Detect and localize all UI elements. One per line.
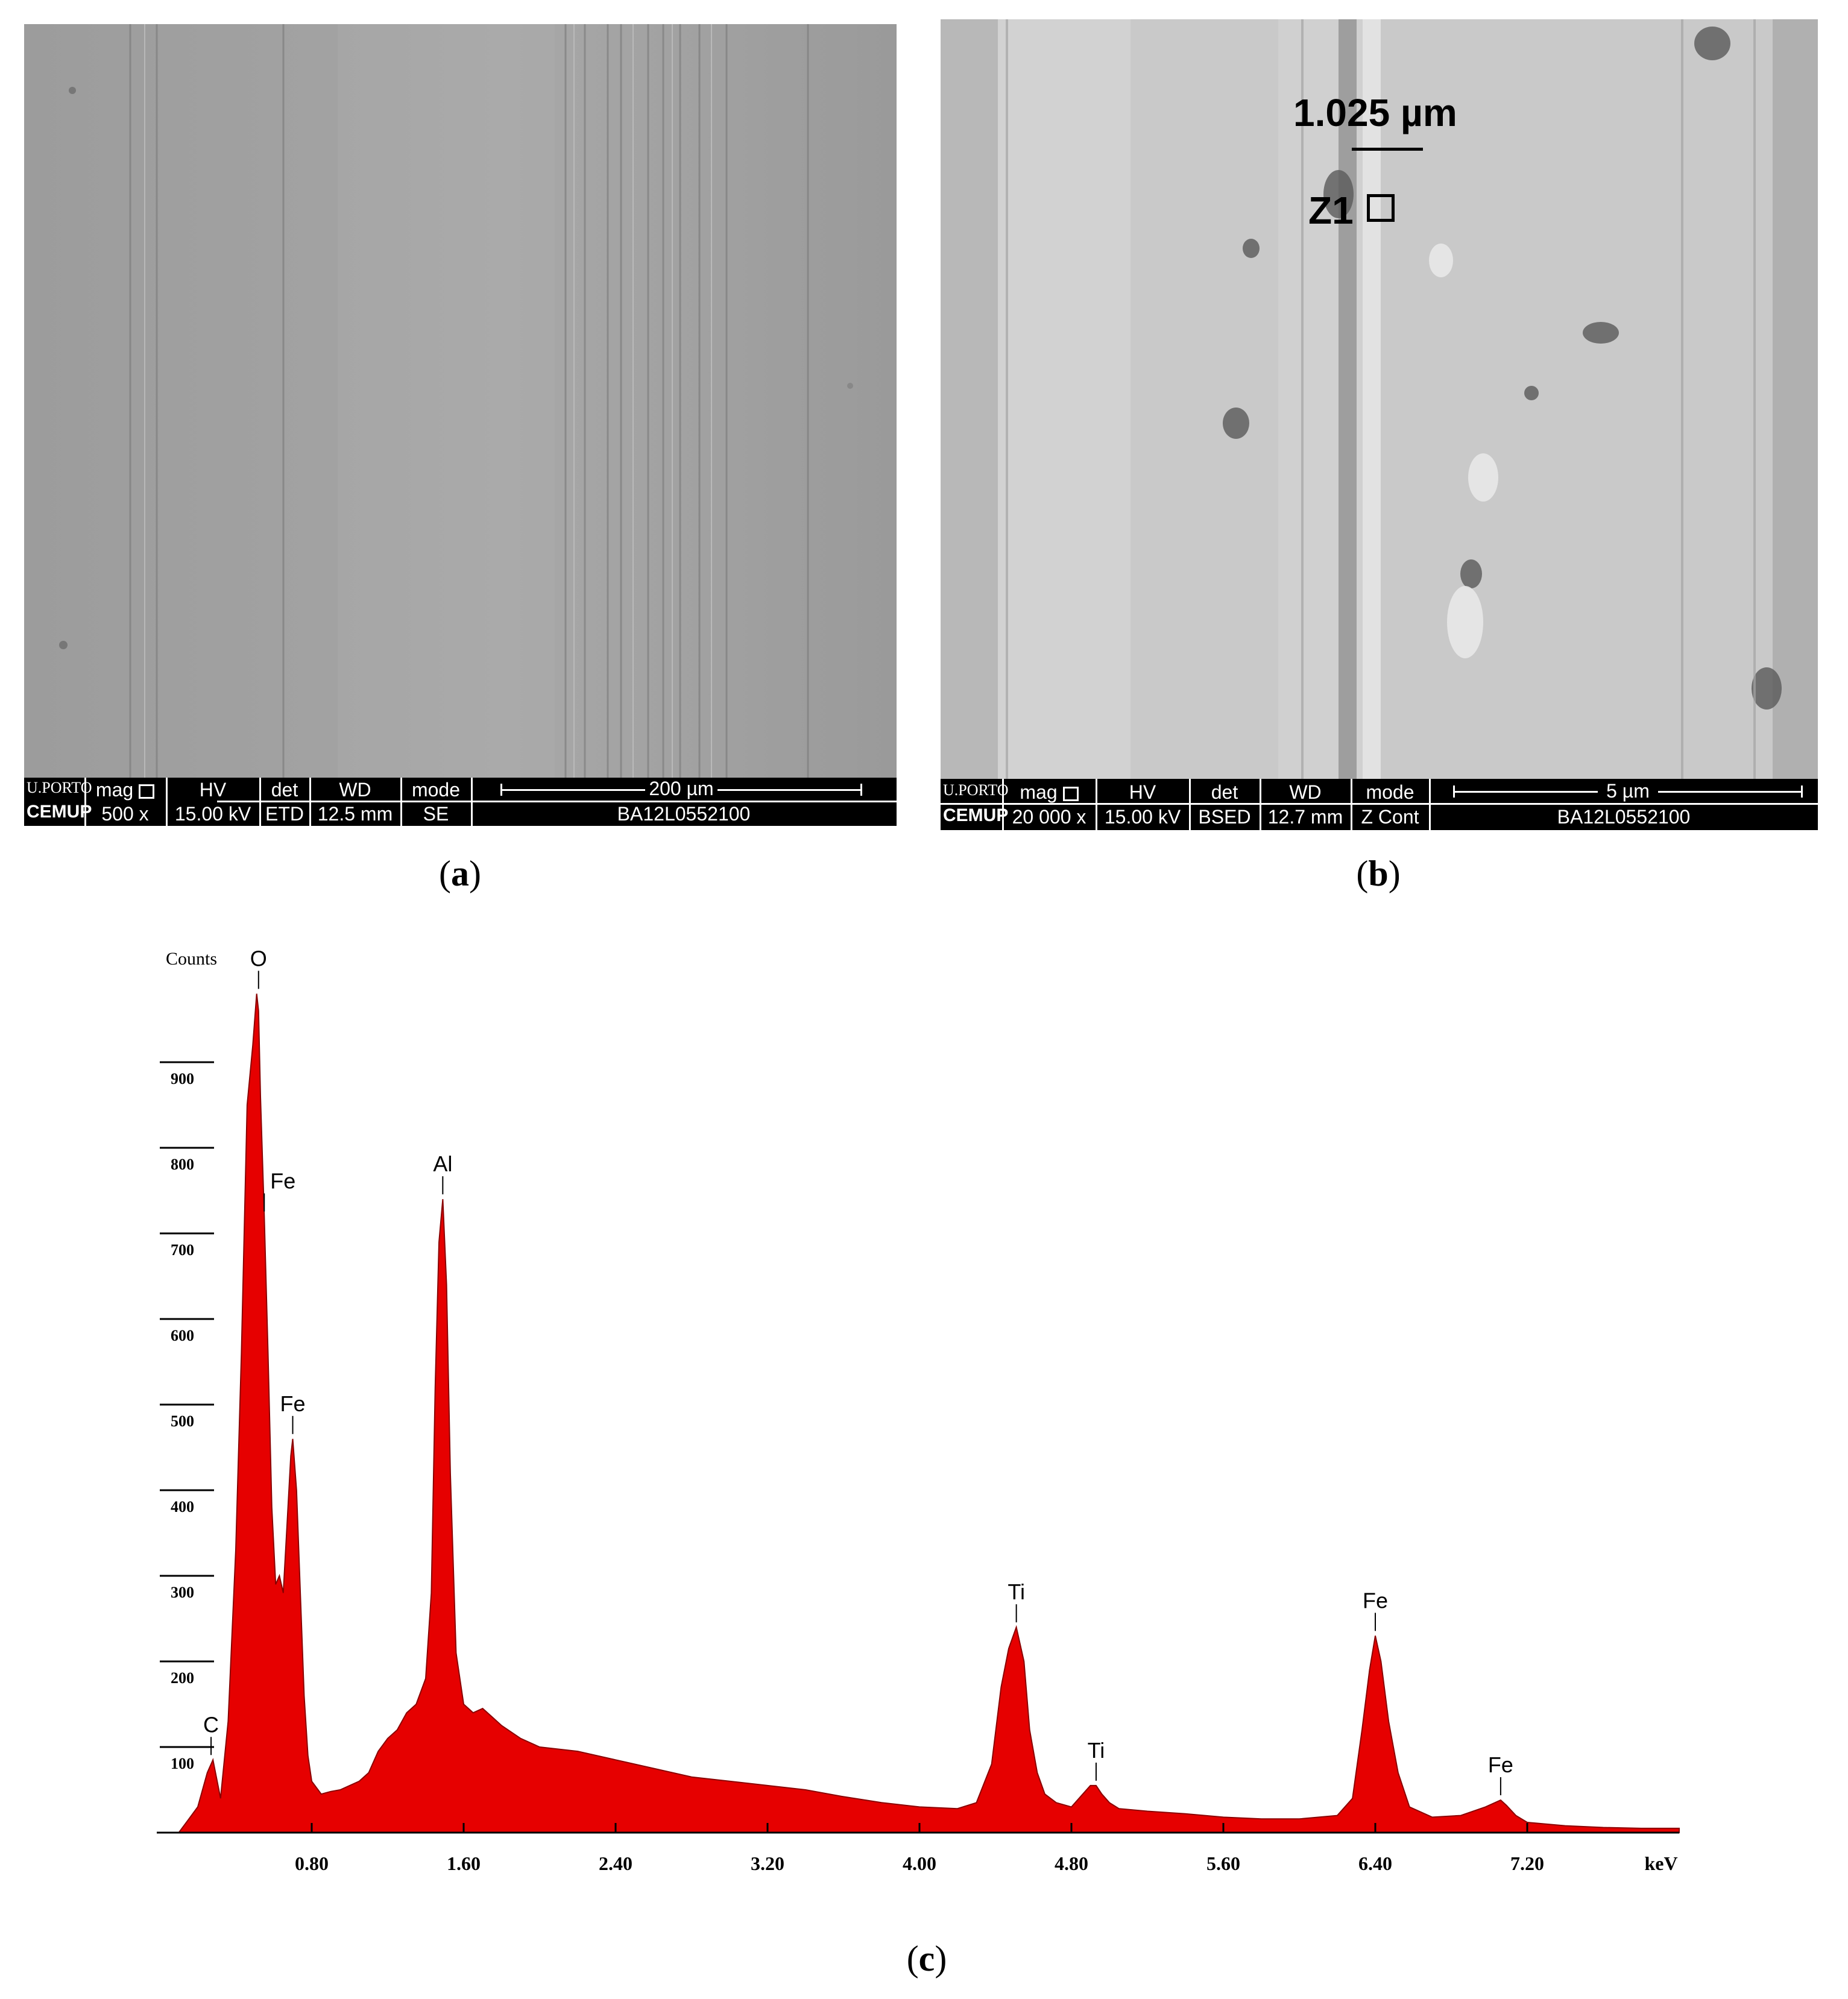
mag-value-b: 20 000 x bbox=[1012, 806, 1086, 828]
sample-id-a: BA12L0552100 bbox=[617, 803, 751, 825]
peak-label-6: Ti bbox=[1088, 1738, 1105, 1763]
mag-value-a: 500 x bbox=[101, 803, 149, 825]
measure-annotation-b: 1.025 µm bbox=[1293, 91, 1457, 134]
mode-value-a: SE bbox=[423, 803, 449, 825]
zone-box-b bbox=[1367, 194, 1395, 222]
peak-label-0: C bbox=[203, 1712, 219, 1737]
y-tick-label-900: 900 bbox=[171, 1070, 194, 1088]
peak-label-3: Fe bbox=[280, 1391, 305, 1416]
x-tick-label-6: 5.60 bbox=[1206, 1853, 1240, 1874]
panel-a: U.PORTO CEMUP mag 500 x HV 15.00 kV det … bbox=[24, 24, 897, 826]
y-tick-label-800: 800 bbox=[171, 1156, 194, 1173]
logo-uporto-a: U.PORTO bbox=[27, 779, 92, 796]
logo-cemup-a: CEMUP bbox=[27, 802, 92, 822]
x-tick-label-1: 1.60 bbox=[447, 1853, 481, 1874]
peak-label-1: O bbox=[250, 946, 267, 971]
x-tick-label-4: 4.00 bbox=[903, 1853, 936, 1874]
peak-label-2: Fe bbox=[270, 1169, 295, 1194]
det-label-b: det bbox=[1211, 781, 1238, 803]
mag-label-b: mag bbox=[1004, 781, 1094, 804]
y-tick-label-200: 200 bbox=[171, 1669, 194, 1687]
panel-label-c: (c) bbox=[906, 1939, 947, 1979]
wd-value-a: 12.5 mm bbox=[317, 803, 393, 825]
sem-info-bar-b: U.PORTO CEMUP mag 20 000 x HV 15.00 kV d… bbox=[941, 779, 1818, 830]
peak-label-4: Al bbox=[433, 1151, 452, 1176]
peak-label-5: Ti bbox=[1008, 1579, 1025, 1604]
x-tick-label-0: 0.80 bbox=[295, 1853, 329, 1874]
peak-label-8: Fe bbox=[1488, 1752, 1513, 1777]
spectrum-area bbox=[177, 993, 1680, 1833]
y-tick-label-100: 100 bbox=[171, 1755, 194, 1772]
peak-label-7: Fe bbox=[1363, 1588, 1388, 1613]
wd-value-b: 12.7 mm bbox=[1267, 806, 1343, 828]
hv-value-a: 15.00 kV bbox=[174, 803, 251, 825]
sem-info-bar-a: U.PORTO CEMUP mag 500 x HV 15.00 kV det … bbox=[24, 778, 897, 826]
mode-value-b: Z Cont bbox=[1361, 806, 1419, 828]
wd-label-b: WD bbox=[1289, 781, 1322, 803]
eds-spectrum-svg: 100 200 300 400 500 600 700 800 900 Counts 0.80 1.6… bbox=[157, 946, 1680, 1874]
x-tick-label-8: 7.20 bbox=[1510, 1853, 1544, 1874]
scalebar-label-b: 5 µm bbox=[1598, 780, 1658, 802]
logo-uporto-b: U.PORTO bbox=[943, 781, 1009, 799]
y-tick-label-400: 400 bbox=[171, 1498, 194, 1516]
mag-label-a: mag bbox=[87, 779, 163, 801]
det-value-a: ETD bbox=[265, 803, 304, 825]
hv-label-b: HV bbox=[1129, 781, 1156, 803]
det-value-b: BSED bbox=[1198, 806, 1251, 828]
sample-id-b: BA12L0552100 bbox=[1557, 806, 1691, 828]
hv-label-a: HV bbox=[199, 779, 227, 801]
x-tick-label-2: 2.40 bbox=[599, 1853, 632, 1874]
mode-label-b: mode bbox=[1366, 781, 1414, 803]
sem-image-a bbox=[24, 24, 897, 778]
sem-image-b: 1.025 µm Z1 bbox=[941, 19, 1818, 779]
det-label-a: det bbox=[271, 779, 298, 801]
panel-b: 1.025 µm Z1 U.PORTO CEMUP mag 20 000 x H… bbox=[941, 19, 1818, 830]
y-tick-label-600: 600 bbox=[171, 1327, 194, 1344]
panel-label-a: (a) bbox=[439, 854, 481, 893]
mode-label-a: mode bbox=[411, 779, 461, 801]
y-tick-label-700: 700 bbox=[171, 1241, 194, 1259]
zone-annotation-b: Z1 bbox=[1308, 189, 1354, 232]
panel-label-b: (b) bbox=[1356, 854, 1401, 893]
eds-spectrum-chart: 100 200 300 400 500 600 700 800 900 Counts 0.80 1.6… bbox=[145, 922, 1688, 1911]
logo-cemup-b: CEMUP bbox=[943, 805, 1009, 825]
x-tick-label-3: 3.20 bbox=[751, 1853, 784, 1874]
y-tick-label-300: 300 bbox=[171, 1584, 194, 1601]
x-axis-label: keV bbox=[1644, 1853, 1677, 1874]
x-tick-label-7: 6.40 bbox=[1358, 1853, 1392, 1874]
measure-line-b bbox=[1352, 148, 1423, 151]
scalebar-label-a: 200 µm bbox=[645, 778, 717, 800]
wd-label-a: WD bbox=[339, 779, 371, 801]
x-tick-label-5: 4.80 bbox=[1055, 1853, 1088, 1874]
y-tick-label-500: 500 bbox=[171, 1412, 194, 1430]
hv-value-b: 15.00 kV bbox=[1104, 806, 1181, 828]
y-axis-label: Counts bbox=[166, 949, 217, 969]
